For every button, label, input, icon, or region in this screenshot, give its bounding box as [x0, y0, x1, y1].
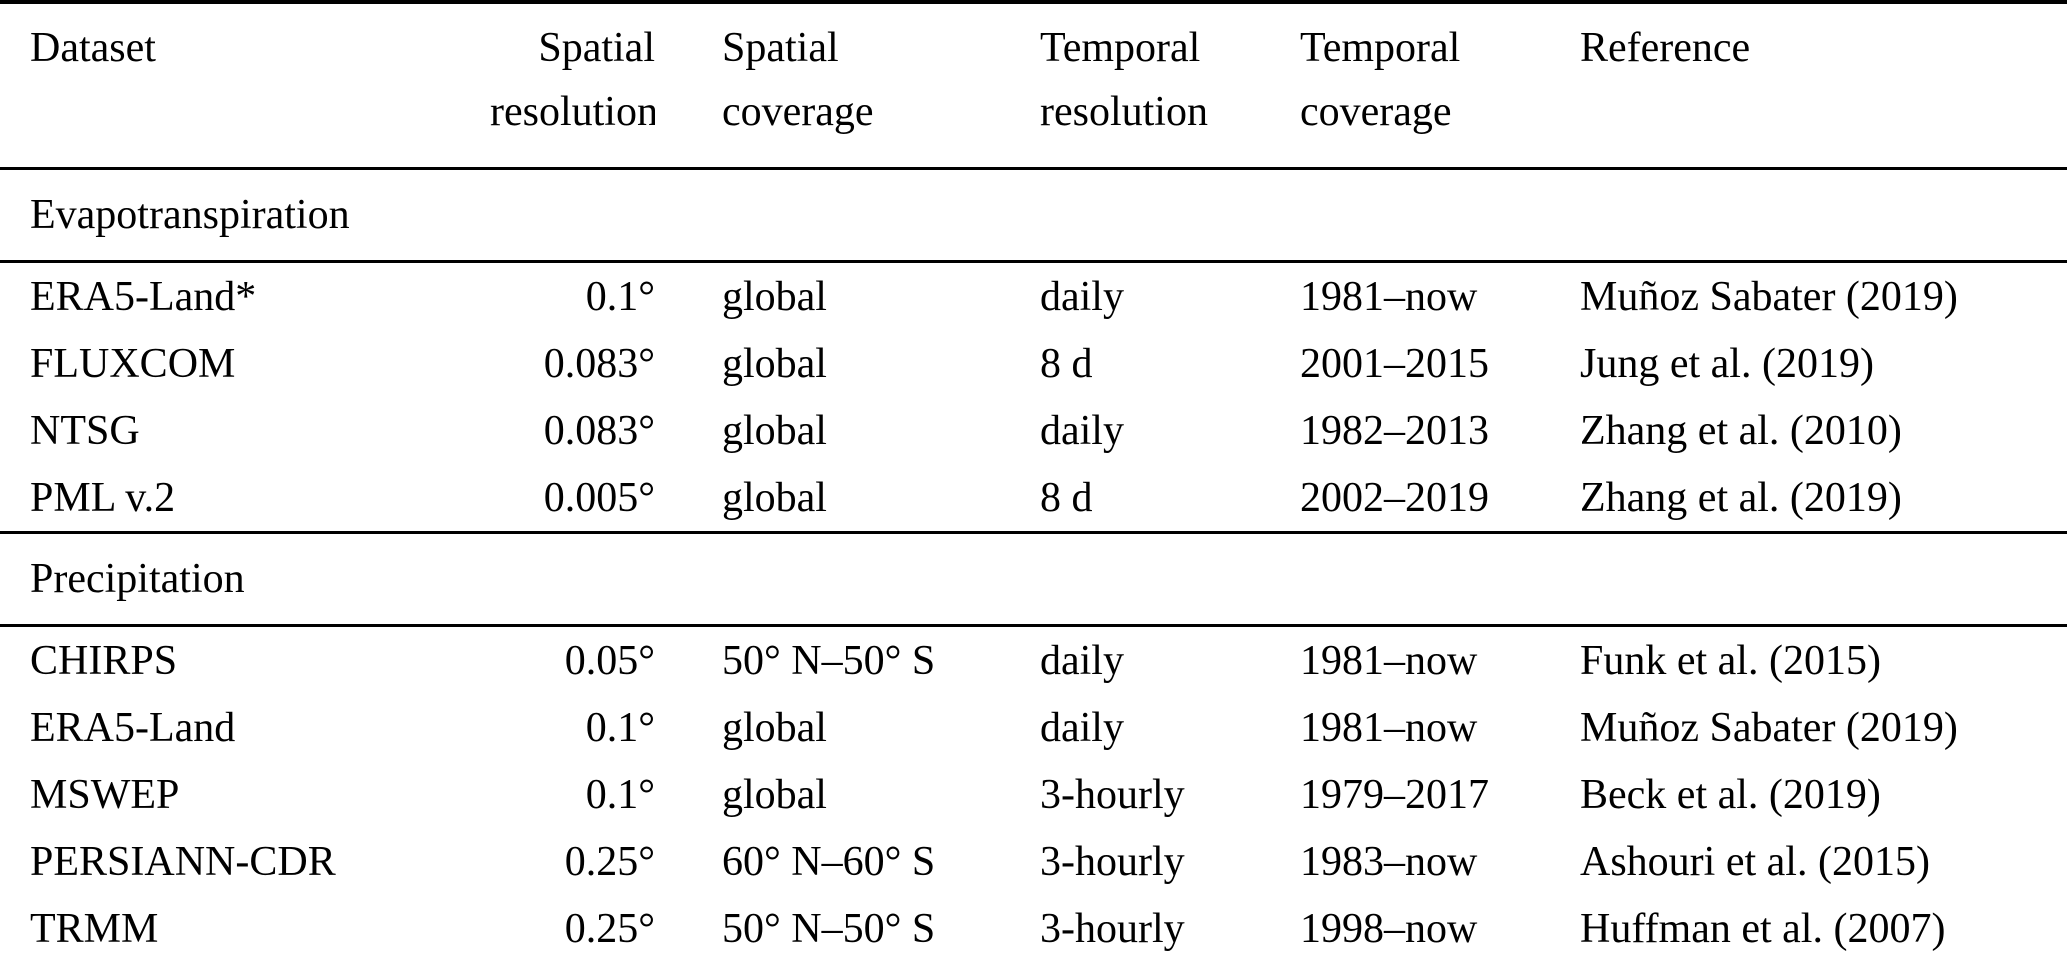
cell-reference: Beck et al. (2019) — [1580, 771, 1881, 818]
cell-dataset: FLUXCOM — [30, 340, 236, 387]
cell-temporal-resolution: 3-hourly — [1040, 905, 1185, 952]
cell-temporal-coverage: 1979–2017 — [1300, 771, 1489, 818]
cell-temporal-resolution: 8 d — [1040, 340, 1093, 387]
table-row: PML v.2 0.005° global 8 d 2002–2019 Zhan… — [0, 464, 2067, 533]
cell-spatial-coverage: 50° N–50° S — [722, 905, 936, 952]
cell-dataset: PML v.2 — [30, 474, 176, 521]
cell-spatial-coverage: global — [722, 340, 827, 387]
cell-dataset: CHIRPS — [30, 637, 178, 684]
cell-spatial-resolution: 0.05° — [564, 637, 655, 684]
cell-temporal-coverage: 1981–now — [1300, 704, 1478, 751]
table-row: ERA5-Land 0.1° global daily 1981–now Muñ… — [0, 694, 2067, 761]
col-header-dataset: Dataset — [0, 2, 490, 170]
cell-temporal-resolution: 3-hourly — [1040, 838, 1185, 885]
cell-temporal-resolution: daily — [1040, 273, 1124, 320]
col-header-spatial-coverage: Spatial coverage — [655, 2, 975, 170]
cell-temporal-resolution: daily — [1040, 704, 1124, 751]
cell-temporal-resolution: 8 d — [1040, 474, 1093, 521]
cell-spatial-resolution: 0.1° — [585, 704, 655, 751]
cell-temporal-coverage: 1981–now — [1300, 273, 1478, 320]
cell-reference: Muñoz Sabater (2019) — [1580, 704, 1958, 751]
cell-spatial-resolution: 0.25° — [564, 905, 655, 952]
table-header: Dataset Spatial resolution Spatial cover… — [0, 2, 2067, 170]
cell-spatial-coverage: global — [722, 771, 827, 818]
col-header-line: resolution — [490, 89, 655, 135]
cell-dataset: PERSIANN-CDR — [30, 838, 336, 885]
col-header-line: Temporal — [1300, 25, 1461, 71]
cell-spatial-coverage: global — [722, 407, 827, 454]
cell-temporal-coverage: 2001–2015 — [1300, 340, 1489, 387]
col-header-reference: Reference — [1515, 2, 2067, 170]
cell-temporal-coverage: 1983–now — [1300, 838, 1478, 885]
cell-reference: Jung et al. (2019) — [1580, 340, 1874, 387]
cell-reference: Ashouri et al. (2015) — [1580, 838, 1930, 885]
table-body: Evapotranspiration ERA5-Land* 0.1° globa… — [0, 167, 2067, 955]
col-header-temporal-coverage: Temporal coverage — [1235, 2, 1515, 170]
cell-reference: Muñoz Sabater (2019) — [1580, 273, 1958, 320]
cell-reference: Funk et al. (2015) — [1580, 637, 1881, 684]
table-row: MSWEP 0.1° global 3-hourly 1979–2017 Bec… — [0, 761, 2067, 828]
col-header-line: Temporal — [1040, 25, 1201, 71]
cell-reference: Zhang et al. (2010) — [1580, 407, 1902, 454]
header-row: Dataset Spatial resolution Spatial cover… — [0, 2, 2067, 170]
col-header-line: resolution — [1040, 89, 1208, 135]
cell-temporal-resolution: 3-hourly — [1040, 771, 1185, 818]
cell-temporal-coverage: 1982–2013 — [1300, 407, 1489, 454]
cell-dataset: ERA5-Land — [30, 704, 236, 751]
table-row: FLUXCOM 0.083° global 8 d 2001–2015 Jung… — [0, 330, 2067, 397]
cell-reference: Huffman et al. (2007) — [1580, 905, 1946, 952]
cell-spatial-resolution: 0.005° — [543, 474, 655, 521]
col-header-spatial-resolution: Spatial resolution — [490, 2, 655, 170]
col-header-line: Spatial — [538, 25, 655, 71]
col-header-line: Reference — [1580, 25, 1751, 71]
table-row: CHIRPS 0.05° 50° N–50° S daily 1981–now … — [0, 626, 2067, 695]
cell-dataset: MSWEP — [30, 771, 180, 818]
cell-spatial-resolution: 0.1° — [585, 771, 655, 818]
cell-spatial-resolution: 0.083° — [543, 340, 655, 387]
cell-spatial-resolution: 0.083° — [543, 407, 655, 454]
col-header-line: Spatial — [722, 25, 839, 71]
cell-spatial-resolution: 0.25° — [564, 838, 655, 885]
cell-spatial-resolution: 0.1° — [585, 273, 655, 320]
section-row-precipitation: Precipitation — [0, 531, 2067, 627]
cell-temporal-resolution: daily — [1040, 637, 1124, 684]
section-row-evapotranspiration: Evapotranspiration — [0, 167, 2067, 263]
col-header-line: Dataset — [30, 25, 156, 71]
cell-dataset: TRMM — [30, 905, 159, 952]
table-row: NTSG 0.083° global daily 1982–2013 Zhang… — [0, 397, 2067, 464]
col-header-line: coverage — [1300, 89, 1452, 135]
section-title: Evapotranspiration — [0, 167, 2067, 263]
section-title: Precipitation — [0, 531, 2067, 627]
cell-temporal-coverage: 2002–2019 — [1300, 474, 1489, 521]
cell-spatial-coverage: global — [722, 273, 827, 320]
cell-spatial-coverage: global — [722, 704, 827, 751]
cell-temporal-coverage: 1998–now — [1300, 905, 1478, 952]
table-row: TRMM 0.25° 50° N–50° S 3-hourly 1998–now… — [0, 895, 2067, 955]
cell-temporal-coverage: 1981–now — [1300, 637, 1478, 684]
cell-spatial-coverage: 60° N–60° S — [722, 838, 936, 885]
cell-temporal-resolution: daily — [1040, 407, 1124, 454]
cell-spatial-coverage: global — [722, 474, 827, 521]
col-header-line: coverage — [722, 89, 874, 135]
cell-spatial-coverage: 50° N–50° S — [722, 637, 936, 684]
col-header-temporal-resolution: Temporal resolution — [975, 2, 1235, 170]
cell-dataset: NTSG — [30, 407, 140, 454]
cell-reference: Zhang et al. (2019) — [1580, 474, 1902, 521]
cell-dataset: ERA5-Land* — [30, 273, 257, 320]
table-row: ERA5-Land* 0.1° global daily 1981–now Mu… — [0, 262, 2067, 331]
table-row: PERSIANN-CDR 0.25° 60° N–60° S 3-hourly … — [0, 828, 2067, 895]
